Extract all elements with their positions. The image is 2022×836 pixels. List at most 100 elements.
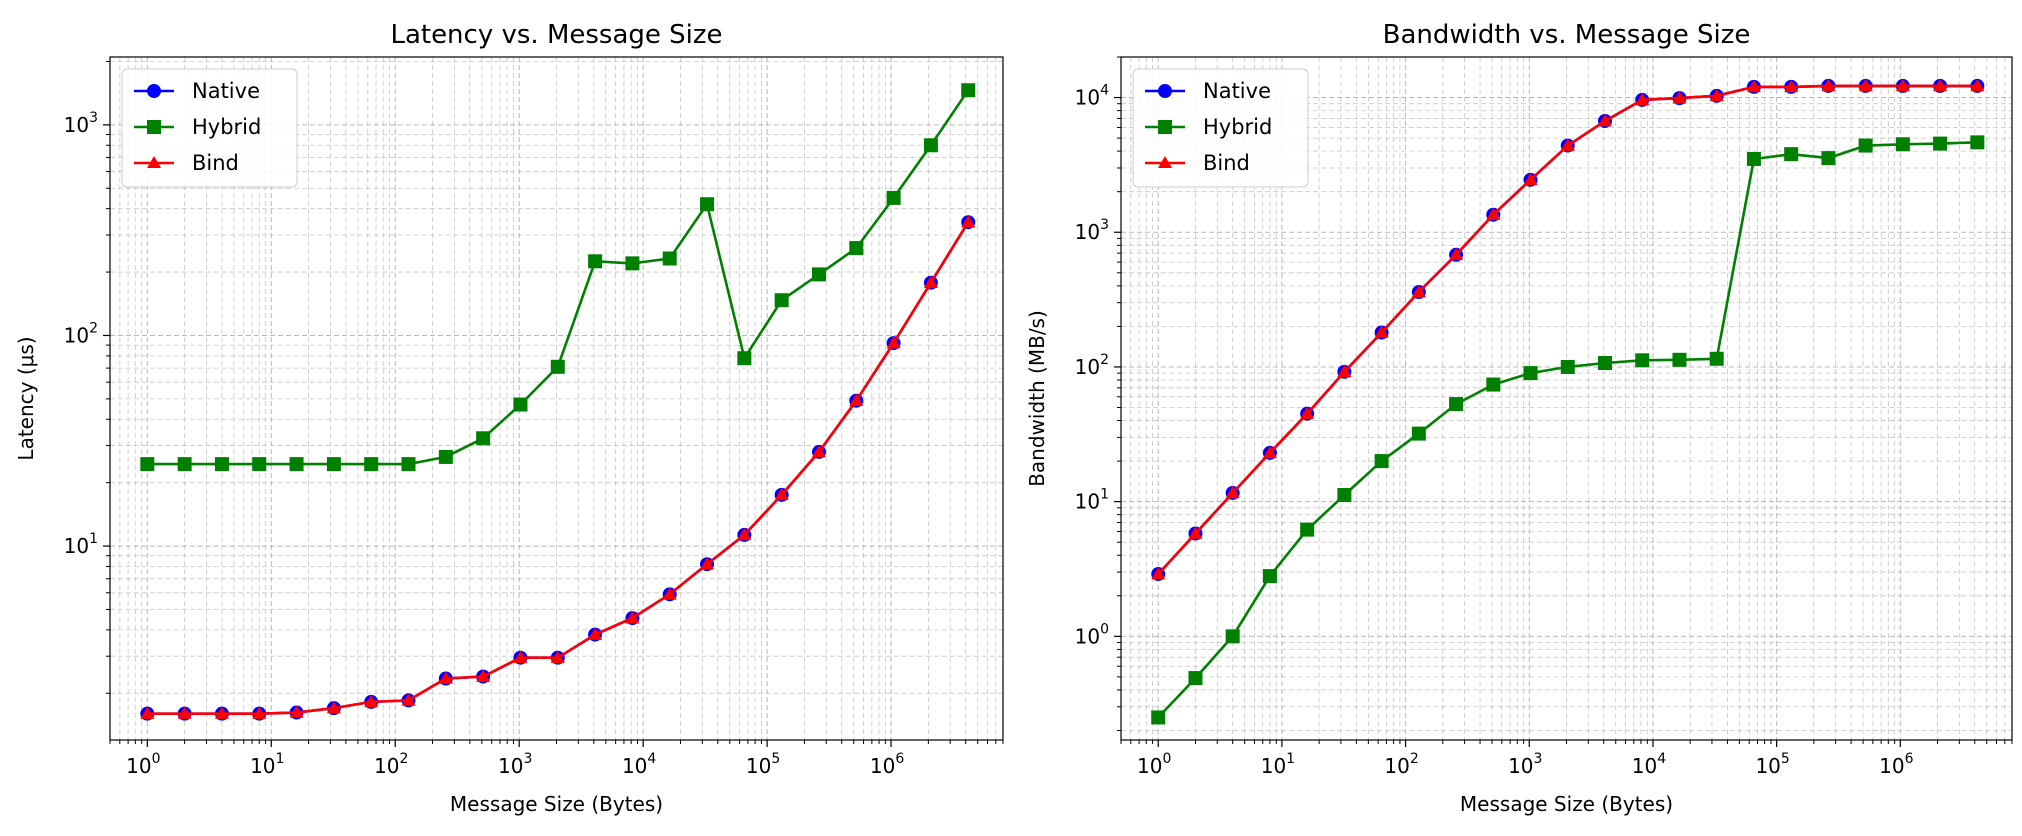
data-point <box>1188 526 1203 539</box>
x-tick-base: 10 <box>1632 754 1657 778</box>
y-tick-base: 10 <box>64 323 89 347</box>
data-point <box>1337 364 1352 378</box>
series-group <box>140 83 976 721</box>
data-point <box>1523 172 1538 186</box>
x-tick-label: 104 <box>1632 751 1666 778</box>
x-tick-exponent: 4 <box>647 751 656 767</box>
y-tick-label: 102 <box>1075 352 1109 379</box>
x-tick-base: 10 <box>126 754 151 778</box>
data-point <box>438 671 453 684</box>
x-tick-exponent: 0 <box>152 751 161 767</box>
axes-frame <box>1120 56 2013 741</box>
data-point <box>849 393 864 406</box>
x-tick-exponent: 5 <box>771 751 780 767</box>
data-point <box>849 241 864 256</box>
data-point <box>550 359 565 374</box>
data-point <box>214 457 229 472</box>
data-point <box>326 701 341 714</box>
x-tick-exponent: 2 <box>399 751 408 767</box>
y-tick-label: 103 <box>64 110 98 137</box>
y-tick-base: 10 <box>64 534 89 558</box>
series-group <box>1151 78 1985 725</box>
legend-entry-bind: Bind <box>1145 151 1250 175</box>
legend-label: Bind <box>1203 151 1250 175</box>
y-tick-exponent: 0 <box>1100 621 1109 637</box>
legend-marker <box>1158 84 1172 98</box>
data-point <box>700 197 715 212</box>
data-point <box>1151 567 1166 580</box>
data-point <box>401 693 416 706</box>
y-tick-label: 103 <box>1075 217 1109 244</box>
data-point <box>140 457 155 472</box>
data-point <box>961 83 976 98</box>
data-point <box>1598 113 1613 127</box>
data-point <box>1337 488 1352 503</box>
x-tick-label: 102 <box>1384 751 1418 778</box>
x-tick-base: 10 <box>250 754 275 778</box>
data-point <box>252 457 267 472</box>
x-tick-base: 10 <box>498 754 523 778</box>
data-point <box>1225 485 1240 499</box>
series-bind <box>1151 78 1985 580</box>
data-point <box>476 431 491 446</box>
chart-title: Bandwidth vs. Message Size <box>1383 20 1751 50</box>
legend-marker <box>147 156 161 168</box>
x-tick-exponent: 3 <box>523 751 532 767</box>
x-tick-base: 10 <box>746 754 771 778</box>
data-point <box>1784 79 1799 93</box>
data-point <box>737 351 752 366</box>
y-tick-base: 10 <box>1075 220 1100 244</box>
data-point <box>1449 397 1464 412</box>
data-point <box>1560 138 1575 151</box>
data-point <box>289 705 304 718</box>
data-point <box>438 449 453 464</box>
data-point <box>737 527 752 541</box>
data-point <box>923 275 938 288</box>
legend-label: Hybrid <box>192 115 261 139</box>
x-tick-exponent: 1 <box>1286 751 1295 767</box>
x-tick-base: 10 <box>1384 754 1409 778</box>
y-tick-label: 100 <box>1075 621 1109 648</box>
data-point <box>1262 569 1277 584</box>
y-tick-exponent: 2 <box>1100 352 1109 368</box>
data-point <box>177 706 192 719</box>
data-point <box>1672 91 1687 104</box>
data-point <box>1560 359 1575 374</box>
data-point <box>289 457 304 472</box>
data-point <box>1449 247 1464 261</box>
x-tick-label: 103 <box>1508 751 1542 778</box>
data-point <box>811 267 826 282</box>
data-point <box>700 557 715 570</box>
data-point <box>625 611 640 624</box>
series-bind <box>140 215 976 719</box>
legend-entry-hybrid: Hybrid <box>1145 115 1272 139</box>
data-point <box>1151 710 1166 725</box>
legend-marker <box>147 84 161 98</box>
data-point <box>1895 137 1910 152</box>
x-tick-exponent: 6 <box>1905 751 1914 767</box>
data-point <box>923 138 938 153</box>
x-tick-base: 10 <box>1755 754 1780 778</box>
x-tick-label: 105 <box>746 751 780 778</box>
data-point <box>476 669 491 682</box>
data-point <box>1486 207 1501 220</box>
x-tick-label: 101 <box>1261 751 1295 778</box>
y-tick-exponent: 3 <box>1100 217 1109 233</box>
x-tick-exponent: 5 <box>1781 751 1790 767</box>
x-tick-label: 105 <box>1755 751 1789 778</box>
legend: Native Hybrid Bind <box>1132 68 1309 188</box>
series-line <box>147 221 970 716</box>
legend-entry-bind: Bind <box>134 151 239 175</box>
data-point <box>1821 151 1836 166</box>
x-axis-label: Message Size (Bytes) <box>450 792 663 816</box>
data-point <box>1188 671 1203 686</box>
x-tick-label: 101 <box>250 751 284 778</box>
axes-frame <box>109 56 1004 741</box>
data-point <box>140 706 155 719</box>
y-tick-label: 102 <box>64 320 98 347</box>
y-tick-exponent: 4 <box>1100 83 1109 99</box>
y-tick-label: 104 <box>1075 83 1109 110</box>
